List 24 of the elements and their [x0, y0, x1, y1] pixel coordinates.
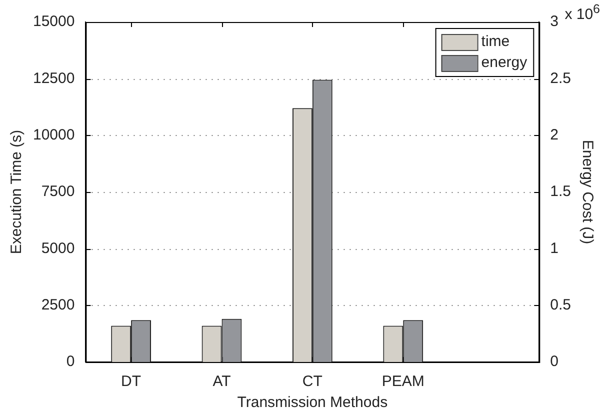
legend-label: time — [481, 33, 510, 50]
y-tick-label: 12500 — [32, 70, 75, 87]
x-tick-label: DT — [121, 373, 142, 390]
y2-tick-label: 2.5 — [550, 70, 572, 87]
x-axis-title: Transmission Methods — [237, 394, 388, 412]
y2-tick-label: 2 — [550, 126, 558, 144]
y2-tick-label: 1.5 — [550, 183, 572, 200]
y-axis-title: Execution Time (s) — [8, 130, 26, 254]
y-tick-label: 10000 — [32, 126, 75, 144]
y2-axis-title: Energy Cost (J) — [578, 140, 596, 244]
y-tick-label: 15000 — [32, 13, 75, 30]
y-tick-label: 0 — [66, 353, 75, 370]
legend-label: energy — [481, 54, 528, 72]
y-tick-label: 2500 — [41, 296, 75, 314]
y2-tick-label: 3 — [550, 13, 558, 30]
y-tick-label: 7500 — [41, 183, 75, 200]
y2-tick-label: 0.5 — [550, 296, 572, 314]
y2-tick-label: 1 — [550, 240, 558, 257]
y-tick-label: 5000 — [41, 240, 75, 257]
x-tick-label: PEAM — [382, 373, 424, 390]
text: x 10$^{6}$ — [564, 2, 600, 23]
x-tick-label: AT — [212, 373, 231, 390]
x-tick-label: CT — [302, 373, 322, 390]
y2-tick-label: 0 — [550, 353, 558, 370]
